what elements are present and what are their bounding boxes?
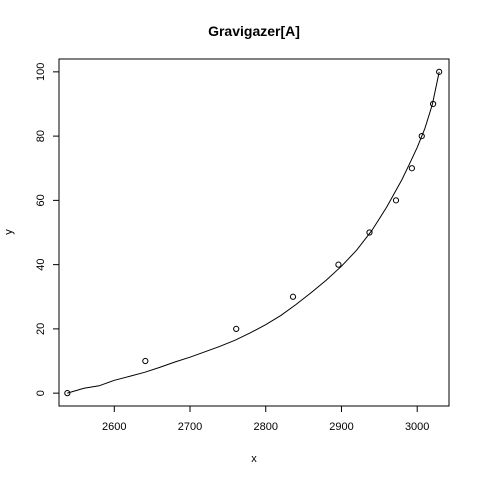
data-point [408,165,415,172]
data-point [289,293,297,300]
x-tick-label: 2700 [178,421,202,433]
y-axis: 0 20 40 60 80 100 [35,63,60,396]
y-tick-label: 40 [35,259,47,271]
fit-line [67,71,440,394]
plot-frame [58,58,450,407]
data-point [233,325,240,332]
x-tick-label: 2600 [102,421,126,433]
x-axis-label: x [251,453,257,465]
data-point [335,261,342,268]
chart-title: Gravigazer[A] [208,23,300,39]
y-tick-label: 0 [35,390,47,396]
data-point [366,229,373,236]
data-point [418,133,425,140]
y-tick-label: 100 [35,63,47,81]
data-point [436,68,443,75]
x-tick-label: 3000 [405,421,429,433]
y-tick-label: 60 [35,194,47,206]
data-point [142,357,149,365]
data-point [392,197,400,204]
data-point [64,390,71,397]
x-tick-label: 2900 [329,421,353,433]
y-tick-label: 20 [35,323,47,335]
data-points [64,68,443,397]
data-point [429,100,437,108]
x-axis: 2600 2700 2800 2900 3000 [102,405,429,433]
y-tick-label: 80 [35,130,47,142]
x-tick-label: 2800 [253,421,277,433]
y-axis-label: y [3,229,15,235]
